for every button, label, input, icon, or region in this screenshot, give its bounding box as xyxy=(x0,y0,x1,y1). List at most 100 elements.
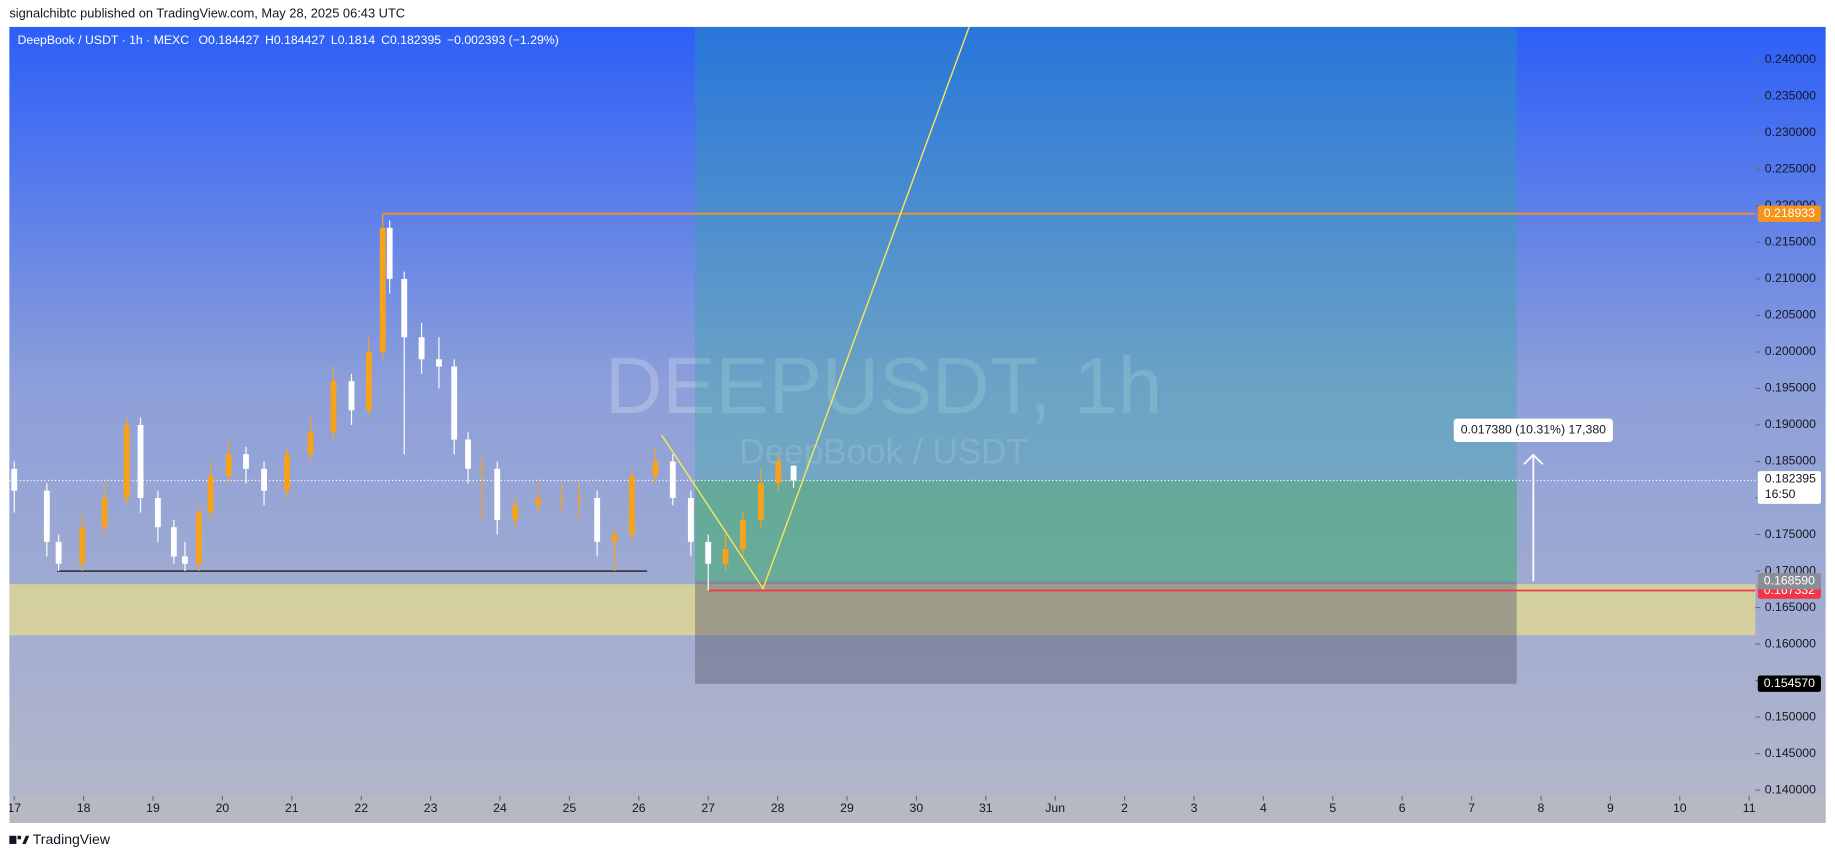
y-tick-label: 0.235000 xyxy=(1765,89,1816,103)
x-tick-label: 22 xyxy=(354,801,368,815)
x-tick-label: 29 xyxy=(840,801,854,815)
x-tick-label: 19 xyxy=(146,801,160,815)
stop-label: 0.154570 xyxy=(1764,676,1815,690)
y-tick-label: 0.195000 xyxy=(1765,381,1816,395)
x-tick-label: 2 xyxy=(1121,801,1128,815)
x-tick-label: 8 xyxy=(1538,801,1545,815)
x-tick-label: 10 xyxy=(1673,801,1687,815)
candle-body xyxy=(775,461,782,484)
x-tick-label: 4 xyxy=(1260,801,1267,815)
x-tick-label: 24 xyxy=(493,801,507,815)
x-tick-label: 11 xyxy=(1743,801,1756,815)
stop-label-box xyxy=(1757,675,1821,692)
candle-body xyxy=(512,505,519,520)
x-tick-label: 28 xyxy=(771,801,785,815)
candle-body xyxy=(348,381,355,411)
x-tick-label: 26 xyxy=(632,801,646,815)
candle-body xyxy=(494,468,501,520)
x-tick-label: 25 xyxy=(563,801,577,815)
candle-body xyxy=(669,461,676,499)
candle-body xyxy=(739,519,746,550)
x-tick-label: 6 xyxy=(1399,801,1406,815)
x-tick-label: 17 xyxy=(7,801,21,815)
candle-body xyxy=(451,366,458,440)
legend-symbol: DeepBook / USDT · 1h · MEXC xyxy=(18,33,190,47)
candle-body xyxy=(465,439,472,469)
x-tick-label: 31 xyxy=(979,801,993,815)
candle-body xyxy=(284,454,290,491)
x-tick-label: Jun xyxy=(1045,801,1065,815)
candle-body xyxy=(365,351,372,411)
x-tick-label: 21 xyxy=(285,801,299,815)
candle-body xyxy=(43,490,50,542)
last-price-box xyxy=(1757,471,1821,504)
last-price-label: 0.182395 xyxy=(1765,472,1816,486)
candle-body xyxy=(652,461,659,477)
candle-body xyxy=(576,498,583,500)
watermark-name: DeepBook / USDT xyxy=(739,432,1028,471)
candle-body xyxy=(243,454,249,469)
y-tick-label: 0.165000 xyxy=(1765,600,1816,614)
candle-body xyxy=(225,454,232,477)
axes: 0.1400000.1450000.1500000.1550000.160000… xyxy=(0,52,1821,823)
candle-body xyxy=(330,381,337,433)
left-edge xyxy=(0,795,10,823)
legend-key: O xyxy=(198,33,208,47)
candle-body xyxy=(479,468,485,470)
candle-body xyxy=(79,527,86,564)
legend-value: 0.184427 xyxy=(208,33,259,47)
y-tick-label: 0.240000 xyxy=(1765,52,1816,66)
legend-key: C xyxy=(381,33,390,47)
y-tick-label: 0.210000 xyxy=(1765,271,1816,285)
measure-label-box xyxy=(1453,418,1613,443)
candle-body xyxy=(11,468,18,491)
candle-body xyxy=(307,432,314,455)
x-tick-label: 20 xyxy=(216,801,230,815)
legend-key: L xyxy=(331,33,338,47)
zone xyxy=(9,584,1756,636)
legend-key: H xyxy=(265,33,274,47)
y-tick-label: 0.215000 xyxy=(1765,235,1816,249)
legend-value: 0.184427 xyxy=(274,33,325,47)
legend-change: −0.002393 (−1.29%) xyxy=(447,33,559,47)
candle-body xyxy=(790,465,797,481)
legend-value: 0.1814 xyxy=(338,33,376,47)
x-tick-label: 5 xyxy=(1329,801,1336,815)
y-tick-label: 0.145000 xyxy=(1765,746,1816,760)
legend-value: 0.182395 xyxy=(390,33,441,47)
y-tick-label: 0.140000 xyxy=(1765,782,1816,796)
y-tick-label: 0.175000 xyxy=(1765,527,1816,541)
publisher: signalchibtc published on TradingView.co… xyxy=(9,5,405,20)
candle-body xyxy=(628,476,635,535)
entry-label-box xyxy=(1757,573,1821,590)
footer-brand: TradingView xyxy=(33,831,111,847)
y-tick-label: 0.200000 xyxy=(1765,344,1816,358)
watermark-symbol: DEEPUSDT, 1h xyxy=(605,341,1162,430)
y-tick-label: 0.205000 xyxy=(1765,308,1816,322)
y-tick-label: 0.150000 xyxy=(1765,709,1816,723)
candle-body xyxy=(170,527,177,557)
candle-body xyxy=(386,227,393,279)
x-tick-label: 7 xyxy=(1468,801,1475,815)
y-tick-label: 0.160000 xyxy=(1765,636,1816,650)
candle-body xyxy=(418,337,425,360)
y-tick-label: 0.185000 xyxy=(1765,454,1816,468)
candle-body xyxy=(436,359,442,367)
candle-body xyxy=(687,498,694,542)
candle-body xyxy=(261,468,267,491)
open-profit xyxy=(695,480,1517,582)
candle-body xyxy=(705,541,712,564)
x-tick-label: 30 xyxy=(910,801,924,815)
x-tick-label: 3 xyxy=(1191,801,1198,815)
candle-body xyxy=(535,498,542,506)
candle-body xyxy=(722,549,729,564)
candle-body xyxy=(207,476,214,513)
x-tick-label: 9 xyxy=(1607,801,1614,815)
measure-label: 0.017380 (10.31%) 17,380 xyxy=(1461,423,1606,437)
stop-zone xyxy=(695,581,1517,684)
price-label-box xyxy=(1757,205,1821,222)
candle-body xyxy=(154,498,161,528)
candle-body xyxy=(558,498,565,500)
